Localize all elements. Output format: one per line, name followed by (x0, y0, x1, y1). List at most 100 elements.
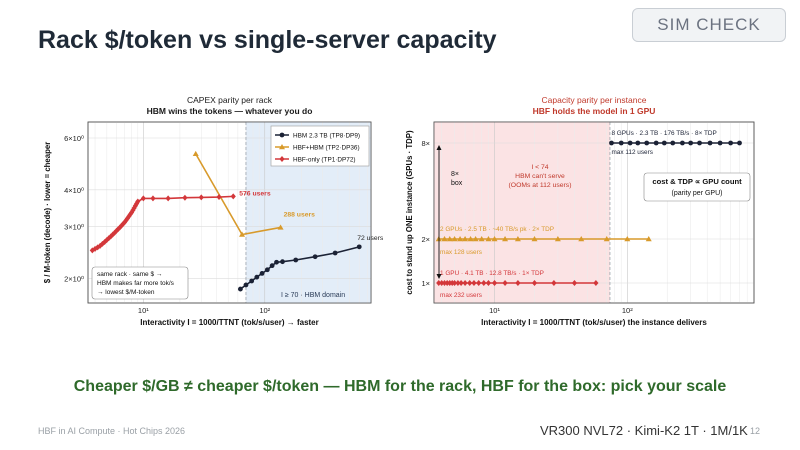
annotation-line: HBM makes far more tok/s (97, 280, 175, 287)
data-point (243, 282, 249, 288)
data-point (661, 140, 667, 146)
data-point (269, 263, 275, 269)
annotation-line: → lowest $/M-token (97, 289, 155, 296)
plot-frame (433, 121, 755, 304)
data-point (670, 140, 676, 146)
gap-arrowhead-up (436, 145, 442, 150)
slide-title: Rack $/token vs single-server capacity (38, 26, 497, 54)
x-tick-label: 10² (259, 306, 270, 315)
data-point (472, 236, 479, 242)
gap-label: box (451, 180, 463, 187)
series-label: 2 GPUs · 2.5 TB · ~40 TB/s pk · 2× TDP (440, 226, 554, 233)
series-note: max 232 users (440, 292, 482, 299)
data-point (624, 236, 631, 242)
data-point (531, 236, 538, 242)
data-point (132, 202, 139, 209)
y-axis-label: $ / M-token (decode) · lower = cheaper (43, 142, 52, 283)
data-point (644, 140, 650, 146)
y-tick-label: 3×10⁰ (64, 223, 84, 232)
data-point (491, 236, 498, 242)
data-point (462, 280, 468, 286)
gap-arrowhead-down (436, 274, 442, 279)
legend-label: HBF-only (TP1·DP72) (293, 157, 356, 164)
data-point (688, 140, 694, 146)
data-point (680, 140, 685, 146)
data-point (653, 140, 659, 146)
legend-swatch-marker (279, 144, 285, 150)
series-note: max 112 users (611, 149, 652, 156)
data-point (140, 195, 146, 202)
x-axis-label: Interactivity I = 1000/TTNT (tok/s/user)… (140, 318, 319, 327)
chart-title: Capacity parity per instance (542, 95, 647, 105)
data-point (514, 236, 521, 242)
annotation-line: same rack · same $ → (97, 271, 162, 278)
data-point (198, 194, 204, 201)
data-point (531, 280, 538, 286)
data-point (578, 236, 585, 242)
data-point (635, 140, 641, 146)
data-point (293, 257, 299, 263)
data-point (254, 274, 260, 280)
data-point (113, 227, 120, 234)
data-point (455, 280, 461, 286)
data-point (451, 236, 458, 242)
series-note: max 128 users (440, 249, 482, 256)
callout-line: cost & TDP ∝ GPU count (652, 177, 742, 186)
data-point (491, 280, 498, 286)
data-point (230, 193, 236, 200)
data-point (249, 278, 255, 284)
data-point (485, 236, 492, 242)
series-end-label: 72 users (357, 235, 383, 242)
y-axis-label: cost to stand up ONE instance (GPUs · TD… (405, 130, 414, 295)
data-point (95, 244, 101, 251)
data-point (128, 209, 135, 216)
footer-event: HBF in AI Compute · Hot Chips 2026 (38, 426, 186, 436)
data-point (609, 140, 614, 146)
series-label: 8 GPUs · 2.3 TB · 176 TB/s · 8× TDP (611, 130, 716, 137)
data-point (126, 213, 132, 220)
data-point (441, 280, 448, 286)
oom-label: I < 74 (531, 164, 548, 171)
data-point (259, 270, 265, 276)
data-point (135, 198, 141, 205)
data-point (451, 280, 458, 286)
y-tick-label: 8× (421, 139, 430, 148)
takeaway-text: Cheaper $/GB ≠ cheaper $/token — HBM for… (73, 378, 727, 395)
sim-check-badge: SIM CHECK (632, 8, 786, 42)
data-point (441, 236, 448, 242)
annotation-box (91, 266, 189, 300)
data-point (182, 194, 188, 201)
plot-frame (87, 121, 372, 304)
data-point (502, 280, 508, 286)
shaded-region (434, 122, 610, 303)
y-tick-label: 6×10⁰ (64, 134, 84, 143)
data-point (502, 236, 509, 242)
data-point (478, 236, 485, 242)
chart-subtitle: HBM wins the tokens — whatever you do (147, 106, 313, 116)
data-point (645, 236, 652, 242)
data-point (239, 231, 246, 237)
data-point (717, 140, 723, 146)
data-point (264, 267, 270, 273)
legend-label: HBF+HBM (TP2·DP36) (293, 145, 360, 152)
data-point (737, 140, 742, 146)
data-point (131, 204, 137, 211)
legend-swatch-marker (279, 156, 285, 162)
data-point (121, 219, 128, 226)
page-number: 12 (750, 426, 761, 436)
data-point (356, 244, 362, 250)
data-point (332, 250, 338, 256)
callout-box (643, 172, 751, 202)
chart-subtitle: HBF holds the model in 1 GPU (533, 106, 656, 116)
data-point (471, 280, 477, 286)
data-point (728, 140, 734, 146)
domain-label: I ≥ 70 · HBM domain (281, 292, 345, 299)
oom-label: (OOMs at 112 users) (509, 182, 572, 189)
data-point (312, 254, 318, 260)
oom-label: HBM can't serve (515, 173, 565, 180)
data-point (446, 236, 453, 242)
data-point (115, 226, 121, 233)
data-point (150, 195, 156, 202)
